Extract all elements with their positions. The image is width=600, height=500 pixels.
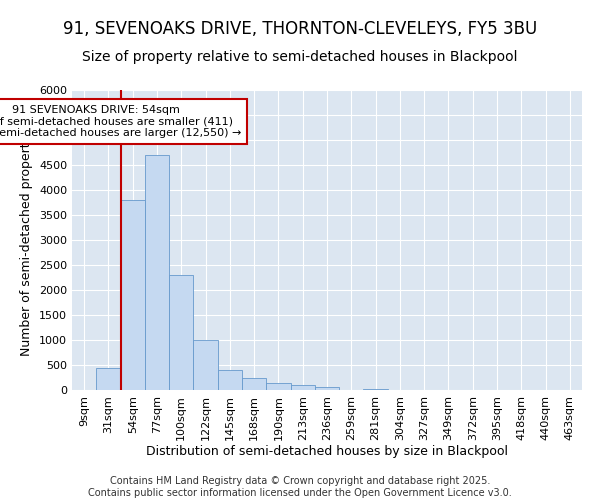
Bar [145, 155, 169, 390]
Bar [315, 387, 339, 390]
X-axis label: Distribution of semi-detached houses by size in Blackpool: Distribution of semi-detached houses by … [146, 446, 508, 458]
Bar [290, 385, 315, 390]
Bar [364, 388, 388, 390]
Bar [242, 378, 266, 390]
Bar [218, 370, 242, 390]
Text: 91, SEVENOAKS DRIVE, THORNTON-CLEVELEYS, FY5 3BU: 91, SEVENOAKS DRIVE, THORNTON-CLEVELEYS,… [63, 20, 537, 38]
Y-axis label: Number of semi-detached properties: Number of semi-detached properties [20, 124, 34, 356]
Text: Contains HM Land Registry data © Crown copyright and database right 2025.
Contai: Contains HM Land Registry data © Crown c… [88, 476, 512, 498]
Bar [121, 200, 145, 390]
Bar [266, 382, 290, 390]
Text: 91 SEVENOAKS DRIVE: 54sqm
← 3% of semi-detached houses are smaller (411)
96% of : 91 SEVENOAKS DRIVE: 54sqm ← 3% of semi-d… [0, 105, 241, 138]
Bar [96, 368, 121, 390]
Bar [169, 275, 193, 390]
Text: Size of property relative to semi-detached houses in Blackpool: Size of property relative to semi-detach… [82, 50, 518, 64]
Bar [193, 340, 218, 390]
